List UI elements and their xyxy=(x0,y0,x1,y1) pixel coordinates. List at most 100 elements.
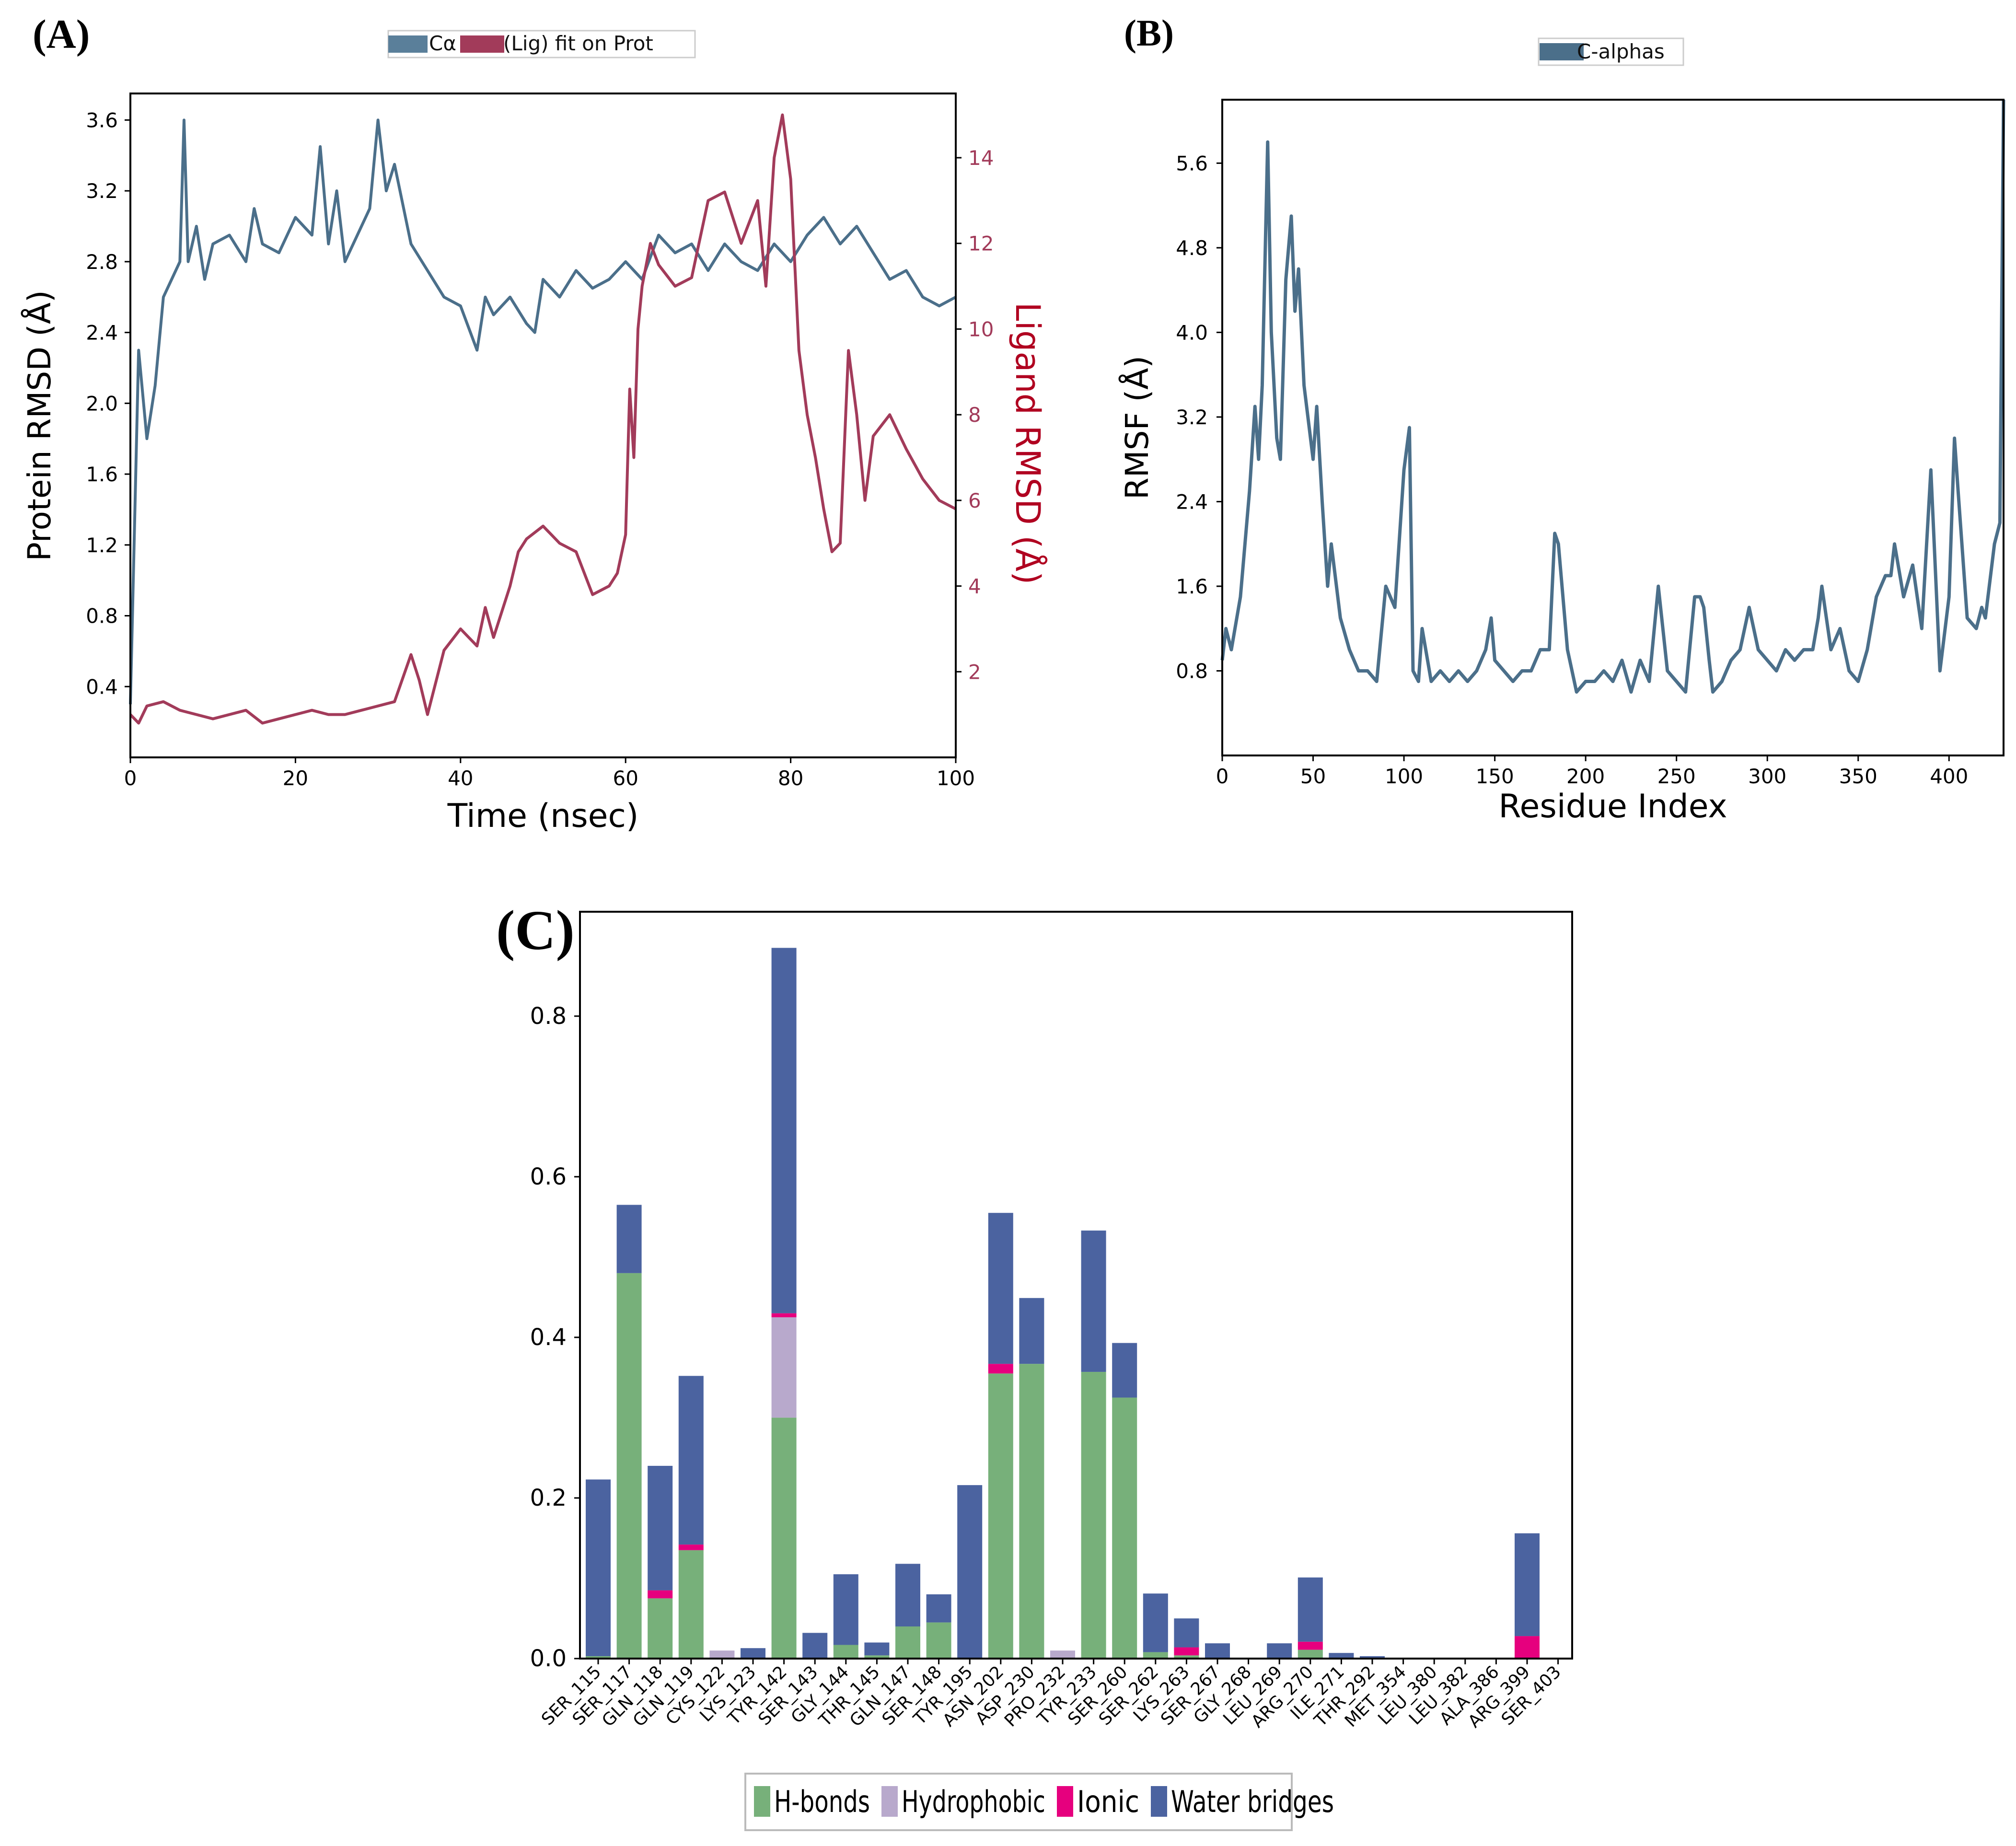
rmsf-ytick-label: 1.6 xyxy=(1176,575,1208,598)
bar-tyr-142-hbonds xyxy=(771,1417,797,1659)
bar-tyr-195-water xyxy=(957,1485,983,1659)
bar-ser-115-water xyxy=(586,1479,611,1656)
bar-arg-270-water xyxy=(1298,1577,1323,1642)
rmsd-ytick-label: 1.6 xyxy=(86,463,118,486)
rmsd-legend-label-protein: Cα xyxy=(429,32,456,55)
bar-asp-230-water xyxy=(1019,1298,1044,1364)
bar-thr-145-hbonds xyxy=(864,1655,890,1659)
rmsd-legend-swatch-protein xyxy=(388,35,428,53)
rmsf-xtick-label: 100 xyxy=(1385,765,1423,788)
bar-ser-262-hbonds xyxy=(1143,1652,1168,1659)
bar-lys-263-ionic xyxy=(1174,1647,1199,1656)
contacts-legend-label-water: Water bridges xyxy=(1171,1784,1334,1819)
bar-lys-263-hbonds xyxy=(1174,1655,1199,1659)
bar-gln-119-ionic xyxy=(678,1544,704,1550)
contacts-ytick-label: 0.0 xyxy=(530,1645,567,1672)
bar-thr-292-water xyxy=(1360,1656,1385,1659)
rmsf-xtick-label: 350 xyxy=(1839,765,1877,788)
bar-gln-119-water xyxy=(678,1376,704,1545)
bar-asn-202-water xyxy=(988,1213,1013,1364)
bar-ser-148-water xyxy=(926,1594,951,1623)
bar-gln-118-ionic xyxy=(648,1590,673,1599)
rmsd-ytick-label: 0.8 xyxy=(86,604,118,628)
rmsd-legend-label-ligand: (Lig) fit on Prot xyxy=(503,32,653,55)
bar-asn-202-hbonds xyxy=(988,1373,1013,1659)
contacts-ytick-label: 0.2 xyxy=(530,1485,567,1511)
rmsf-ytick-label: 4.0 xyxy=(1176,321,1208,344)
rmsf-xtick-label: 400 xyxy=(1930,765,1968,788)
contacts-plot-frame xyxy=(579,911,1573,1660)
rmsd-y2tick-label: 4 xyxy=(968,575,981,598)
bar-asn-202-ionic xyxy=(988,1364,1013,1374)
bar-gln-147-water xyxy=(895,1564,920,1626)
rmsf-legend-label: C-alphas xyxy=(1577,40,1665,63)
bar-tyr-142-water xyxy=(771,948,797,1313)
bar-ser-143-water xyxy=(802,1633,828,1659)
rmsd-ytick-label: 3.6 xyxy=(86,108,118,132)
panel-c-letter: (C) xyxy=(496,899,575,962)
rmsd-ytick-label: 1.2 xyxy=(86,534,118,557)
bar-ser-260-hbonds xyxy=(1112,1397,1137,1659)
bar-arg-399-water xyxy=(1515,1533,1540,1637)
bar-arg-399-ionic xyxy=(1515,1636,1540,1659)
rmsf-xtick-label: 150 xyxy=(1476,765,1514,788)
rmsf-ylabel: RMSF (Å) xyxy=(1119,356,1156,499)
contacts-ytick-label: 0.8 xyxy=(530,1003,567,1030)
rmsf-xtick-label: 50 xyxy=(1300,765,1326,788)
rmsd-ytick-label: 3.2 xyxy=(86,179,118,203)
rmsf-ytick-label: 2.4 xyxy=(1176,490,1208,513)
contacts-legend-swatch-ionic xyxy=(1057,1786,1073,1817)
bar-gln-118-water xyxy=(648,1465,673,1591)
rmsf-xtick-label: 200 xyxy=(1566,765,1605,788)
bar-tyr-142-hydrophobic xyxy=(771,1317,797,1418)
rmsd-xtick-label: 60 xyxy=(613,766,638,790)
panel-b-letter: (B) xyxy=(1124,12,1174,54)
contacts-legend-box xyxy=(744,1773,1293,1831)
rmsd-y2tick-label: 10 xyxy=(968,317,994,341)
bar-cys-122-hydrophobic xyxy=(709,1650,735,1659)
rmsf-legend: C-alphas xyxy=(1538,37,1684,66)
rmsd-xtick-label: 20 xyxy=(283,766,308,790)
contacts-ytick-label: 0.4 xyxy=(530,1324,567,1351)
bar-ile-271-water xyxy=(1329,1653,1354,1659)
bar-ser-260-water xyxy=(1112,1343,1137,1398)
rmsd-plot-frame xyxy=(129,93,957,758)
rmsd-y2tick-label: 14 xyxy=(968,146,994,170)
rmsd-ytick-label: 0.4 xyxy=(86,675,118,698)
contacts-legend-swatch-water xyxy=(1151,1786,1167,1817)
rmsd-xtick-label: 0 xyxy=(124,766,137,790)
rmsf-plot-frame xyxy=(1221,99,2004,756)
rmsf-xtick-label: 0 xyxy=(1216,765,1229,788)
rmsf-legend-swatch xyxy=(1540,43,1584,60)
contacts-ytick-label: 0.6 xyxy=(530,1163,567,1190)
bar-arg-270-ionic xyxy=(1298,1641,1323,1650)
bar-tyr-233-hbonds xyxy=(1081,1371,1106,1659)
rmsf-xtick-label: 300 xyxy=(1748,765,1786,788)
rmsd-y2tick-label: 12 xyxy=(968,232,994,255)
rmsf-ytick-label: 4.8 xyxy=(1176,236,1208,260)
bar-ser-115-hbonds xyxy=(586,1656,611,1659)
bar-lys-263-water xyxy=(1174,1618,1199,1648)
bar-leu-269-water xyxy=(1267,1643,1292,1659)
contacts-legend-label-hydrophobic: Hydrophobic xyxy=(902,1784,1045,1819)
rmsd-y2tick-label: 8 xyxy=(968,403,981,427)
rmsd-xtick-label: 100 xyxy=(937,766,975,790)
bar-gly-144-hbonds xyxy=(833,1645,858,1659)
bar-ser-117-water xyxy=(616,1205,642,1273)
bar-lys-123-water xyxy=(741,1648,765,1659)
contacts-legend-label-hbonds: H-bonds xyxy=(774,1784,870,1819)
bar-gln-119-hbonds xyxy=(678,1550,704,1659)
bar-tyr-142-ionic xyxy=(771,1313,797,1318)
rmsd-chart: Cα (Lig) fit on Prot 0 20 40 60 80 100 0.4 0.8 1… xyxy=(21,30,1047,835)
rmsf-ytick-label: 3.2 xyxy=(1176,406,1208,429)
bar-asp-230-hbonds xyxy=(1019,1364,1044,1659)
bar-ser-148-hbonds xyxy=(926,1622,951,1659)
contacts-legend-label-ionic: Ionic xyxy=(1077,1784,1139,1819)
rmsf-series-line xyxy=(1220,99,2005,694)
rmsd-ytick-label: 2.8 xyxy=(86,250,118,274)
bar-arg-270-hbonds xyxy=(1298,1649,1323,1659)
rmsd-xlabel: Time (nsec) xyxy=(447,797,639,835)
rmsf-chart: C-alphas 0 50 100 150 200 250 300 350 400 0.8 1.6 2… xyxy=(1119,37,2005,825)
bar-tyr-233-water xyxy=(1081,1231,1106,1372)
